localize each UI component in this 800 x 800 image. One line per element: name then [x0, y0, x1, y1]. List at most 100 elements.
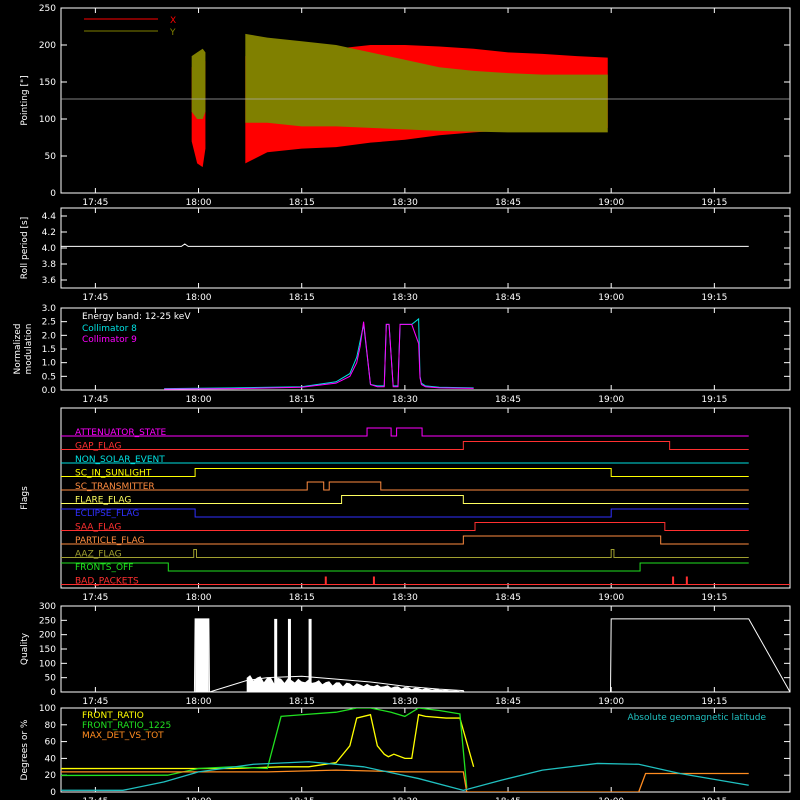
roll-axis-title: Roll period [s]: [20, 217, 30, 279]
panel-quality: 17:45 18:00 18:15 18:30 18:45 19:00 19:15 0 50 10…: [20, 602, 791, 707]
modulation-y-label: 2.5: [42, 318, 56, 328]
modulation-time-label: 17:45: [82, 395, 108, 405]
pointing-time-label: 18:00: [186, 198, 212, 208]
flag-attenuator-state-label: ATTENUATOR_STATE: [75, 428, 167, 438]
roll-time-label: 18:15: [289, 293, 315, 303]
modulation-plot-area: [164, 317, 474, 390]
flag-sc-in-sunlight-trace: [61, 468, 749, 477]
ratios-time-label: 19:15: [701, 797, 727, 800]
quality-spike: [308, 618, 312, 692]
modulation-y-label: 0.0: [42, 386, 57, 396]
quality-y-label: 300: [39, 602, 56, 612]
legend-collimator-8: Collimator 8: [82, 324, 137, 334]
ratios-y-label: 20: [45, 771, 57, 781]
quality-time-label: 19:15: [701, 697, 727, 707]
modulation-y-label: 2.0: [42, 331, 57, 341]
series-collimator-9-line: [164, 321, 474, 390]
modulation-y-label: 1.0: [42, 359, 57, 369]
modulation-time-label: 18:00: [186, 395, 212, 405]
roll-time-label: 18:30: [392, 293, 418, 303]
modulation-energy-band-label: Energy band: 12-25 keV: [82, 312, 191, 322]
panel-modulation: 17:45 18:00 18:15 18:30 18:45 19:00 19:15 0.0 0.…: [13, 304, 791, 405]
quality-time-label: 18:15: [289, 697, 315, 707]
series-y-band: [191, 48, 206, 120]
quality-spike: [287, 618, 291, 692]
flag-particle-flag-label: PARTICLE_FLAG: [75, 536, 145, 546]
flags-plot-area: [61, 427, 790, 585]
roll-time-label: 19:00: [598, 293, 624, 303]
quality-time-label: 19:00: [598, 697, 624, 707]
flag-bad-packets-label: BAD_PACKETS: [75, 577, 139, 587]
series-roll-line: [61, 243, 749, 247]
ratios-axis-title: Degrees or %: [20, 719, 30, 780]
pointing-y-label: 150: [39, 78, 56, 88]
pointing-y-label: 200: [39, 41, 56, 51]
quality-y-label: 250: [39, 616, 56, 626]
quality-y-label: 200: [39, 631, 56, 641]
ratios-y-label: 0: [50, 788, 56, 798]
flag-flare-flag-trace: [61, 495, 749, 504]
legend-label-y: Y: [169, 28, 176, 38]
flags-time-label: 19:15: [701, 593, 727, 603]
ratios-plot-area: [61, 708, 749, 792]
ratios-time-label: 18:45: [495, 797, 521, 800]
flag-sc-transmitter-label: SC_TRANSMITTER: [75, 482, 155, 492]
flags-time-label: 18:30: [392, 593, 418, 603]
quality-bumps: [246, 675, 464, 692]
series-front-ratio-line: [61, 713, 475, 770]
pointing-time-label: 17:45: [82, 198, 108, 208]
ratios-time-label: 18:30: [392, 797, 418, 800]
flags-time-label: 18:00: [186, 593, 212, 603]
ratios-y-label: 40: [45, 754, 57, 764]
ratios-time-label: 18:00: [186, 797, 212, 800]
flags-time-label: 18:45: [495, 593, 521, 603]
quality-axis-title: Quality: [20, 632, 30, 665]
legend-max-det-vs-tot: MAX_DET_VS_TOT: [82, 731, 164, 741]
modulation-time-label: 18:45: [495, 395, 521, 405]
quality-y-label: 100: [39, 659, 56, 669]
pointing-y-label: 0: [50, 189, 56, 199]
flag-saa-flag-label: SAA_FLAG: [75, 523, 121, 533]
panel-ratios: 17:45 18:00 18:15 18:30 18:45 19:00 19:15 0 20 40…: [20, 704, 791, 800]
flag-gap-flag-label: GAP_FLAG: [75, 442, 121, 452]
pointing-axis-title: Pointing ["]: [20, 75, 30, 125]
panel-pointing: 17:45 18:00 18:15 18:30 18:45 19:00 19:15 0 50 10…: [20, 4, 791, 208]
series-absolute-geomagnetic-latitude-line: [61, 761, 749, 791]
quality-time-label: 18:45: [495, 697, 521, 707]
quality-plot-area: [61, 618, 790, 692]
roll-y-label: 4.4: [42, 212, 57, 222]
ratios-y-label: 100: [39, 704, 56, 714]
roll-y-label: 4.0: [42, 244, 57, 254]
pointing-y-label: 250: [39, 4, 56, 14]
flag-sc-in-sunlight-label: SC_IN_SUNLIGHT: [75, 469, 152, 479]
roll-y-label: 3.8: [42, 260, 57, 270]
modulation-y-label: 1.5: [42, 345, 56, 355]
ratios-y-label: 80: [45, 721, 57, 731]
modulation-time-label: 18:15: [289, 395, 315, 405]
quality-y-label: 50: [45, 674, 57, 684]
series-max-det-vs-tot-line: [61, 769, 749, 792]
modulation-axis-title: modulation: [24, 324, 34, 375]
flags-time-label: 18:15: [289, 593, 315, 603]
legend-label-x: X: [170, 16, 176, 26]
pointing-time-label: 19:00: [598, 198, 624, 208]
modulation-y-label: 3.0: [42, 304, 57, 314]
flag-fronts-off-label: FRONTS_OFF: [75, 563, 133, 573]
series-front-ratio-1225-line: [61, 708, 468, 788]
modulation-time-label: 18:30: [392, 395, 418, 405]
roll-y-label: 3.6: [42, 276, 57, 286]
pointing-frame: [60, 7, 791, 194]
ratios-frame: [60, 707, 791, 793]
quality-time-label: 18:00: [186, 697, 212, 707]
flags-axis-title: Flags: [20, 486, 30, 510]
flags-frame: [60, 407, 791, 589]
pointing-plot-area: [61, 33, 790, 168]
ratios-y-label: 60: [45, 738, 57, 748]
flag-flare-flag-label: FLARE_FLAG: [75, 496, 131, 506]
quality-y-label: 0: [50, 688, 56, 698]
flag-non-solar-event-label: NON_SOLAR_EVENT: [75, 455, 165, 465]
flag-fronts-off-trace: [61, 562, 749, 572]
flag-aaz-flag-trace: [61, 549, 749, 558]
legend-collimator-9: Collimator 9: [82, 335, 137, 345]
